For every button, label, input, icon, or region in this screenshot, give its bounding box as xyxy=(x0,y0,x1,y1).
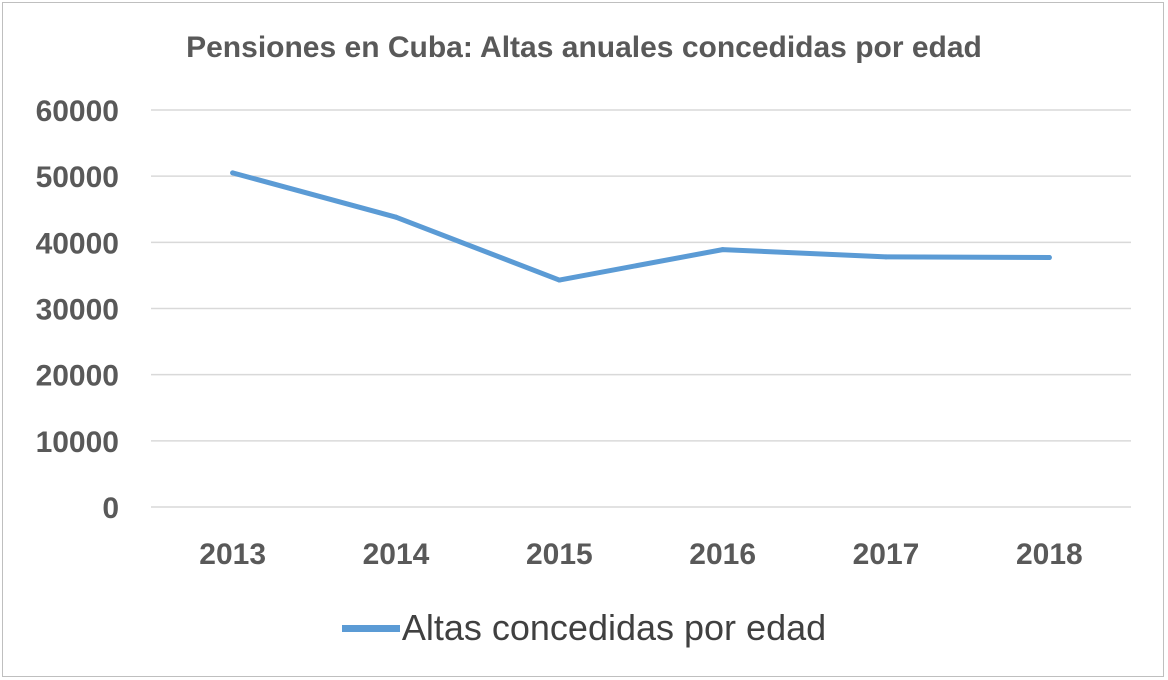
y-tick-label: 60000 xyxy=(36,95,119,128)
y-tick-label: 50000 xyxy=(36,161,119,194)
x-tick-label: 2014 xyxy=(363,538,430,571)
x-tick-label: 2016 xyxy=(689,538,756,571)
data-point xyxy=(393,214,399,220)
legend-label: Altas concedidas por edad xyxy=(401,607,827,648)
x-tick-label: 2015 xyxy=(526,538,593,571)
y-tick-label: 40000 xyxy=(36,227,119,260)
data-point xyxy=(720,247,726,253)
data-point xyxy=(1046,255,1052,261)
y-tick-label: 10000 xyxy=(36,426,119,459)
x-tick-label: 2018 xyxy=(1016,538,1083,571)
chart-plot-area: 0 10000 20000 30000 40000 50000 60000 2013 2014 2… xyxy=(36,95,1131,571)
y-tick-label: 30000 xyxy=(36,294,119,327)
series-line xyxy=(230,170,1052,283)
chart-legend: Altas concedidas por edad xyxy=(3,607,1165,649)
data-point xyxy=(556,277,562,283)
data-point xyxy=(230,170,236,176)
y-tick-label: 20000 xyxy=(36,360,119,393)
chart-title: Pensiones en Cuba: Altas anuales concedi… xyxy=(186,31,982,64)
x-tick-label: 2017 xyxy=(853,538,920,571)
legend-line-swatch xyxy=(341,624,400,632)
y-tick-label: 0 xyxy=(102,492,119,525)
x-tick-label: 2013 xyxy=(199,538,266,571)
data-point xyxy=(883,254,889,260)
